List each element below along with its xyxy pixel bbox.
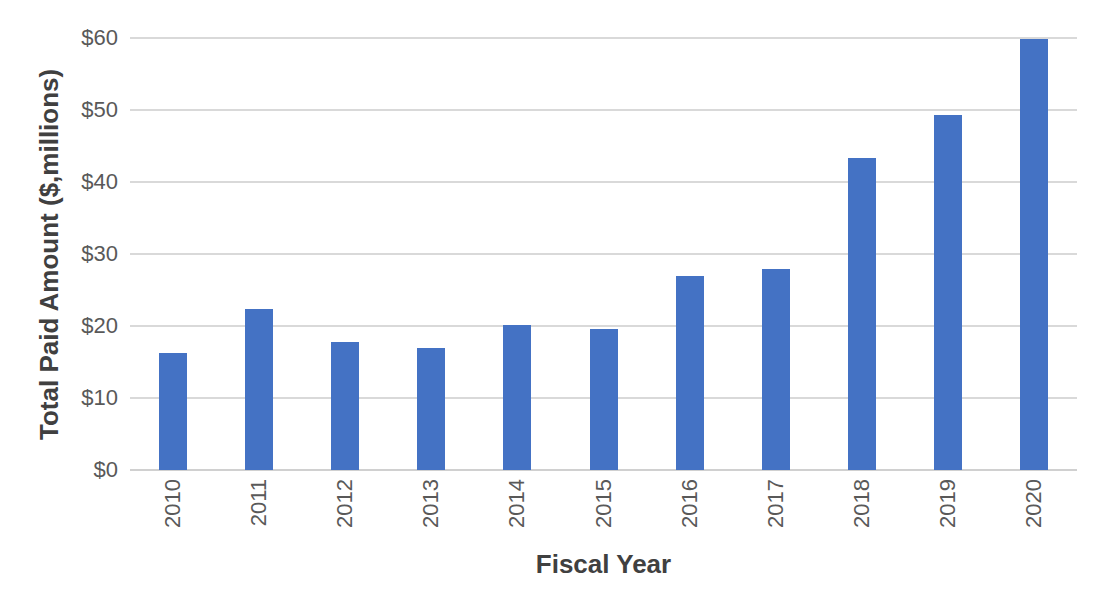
bar-slot bbox=[819, 38, 905, 470]
y-tick-label: $20 bbox=[81, 315, 118, 337]
x-label-slot: 2012 bbox=[302, 479, 388, 528]
x-label-slot: 2015 bbox=[560, 479, 646, 528]
bar-slot bbox=[733, 38, 819, 470]
bar-2014 bbox=[503, 325, 531, 470]
x-tick-label: 2013 bbox=[420, 479, 442, 528]
x-tick-label: 2016 bbox=[679, 479, 701, 528]
bar-2019 bbox=[934, 115, 962, 470]
x-axis-title: Fiscal Year bbox=[130, 549, 1077, 580]
x-tick-label: 2018 bbox=[851, 479, 873, 528]
plot-area bbox=[130, 38, 1077, 470]
y-tick-label: $40 bbox=[81, 171, 118, 193]
bar-2020 bbox=[1020, 39, 1048, 470]
bar-chart: Total Paid Amount ($,millions) $0$10$20$… bbox=[0, 0, 1117, 595]
x-tick-label: 2012 bbox=[334, 479, 356, 528]
bar-2016 bbox=[676, 276, 704, 470]
bar-slot bbox=[647, 38, 733, 470]
x-label-slot: 2013 bbox=[388, 479, 474, 528]
x-label-slot: 2020 bbox=[991, 479, 1077, 528]
bar-slot bbox=[216, 38, 302, 470]
bar-2017 bbox=[762, 269, 790, 470]
bar-2012 bbox=[331, 342, 359, 470]
x-tick-label: 2010 bbox=[162, 479, 184, 528]
x-label-slot: 2014 bbox=[474, 479, 560, 528]
bar-2018 bbox=[848, 158, 876, 470]
bar-slot bbox=[905, 38, 991, 470]
y-axis-tick-labels: $0$10$20$30$40$50$60 bbox=[0, 38, 118, 470]
bar-slot bbox=[130, 38, 216, 470]
x-tick-label: 2017 bbox=[765, 479, 787, 528]
x-label-slot: 2010 bbox=[130, 479, 216, 528]
y-tick-label: $50 bbox=[81, 99, 118, 121]
bar-slot bbox=[474, 38, 560, 470]
x-tick-label: 2020 bbox=[1023, 479, 1045, 528]
x-label-slot: 2011 bbox=[216, 479, 302, 528]
bar-slot bbox=[560, 38, 646, 470]
y-tick-label: $60 bbox=[81, 27, 118, 49]
y-tick-label: $30 bbox=[81, 243, 118, 265]
bar-slot bbox=[388, 38, 474, 470]
bar-2011 bbox=[245, 309, 273, 470]
x-label-slot: 2019 bbox=[905, 479, 991, 528]
x-tick-label: 2015 bbox=[593, 479, 615, 528]
bar-2013 bbox=[417, 348, 445, 470]
bar-slot bbox=[991, 38, 1077, 470]
x-tick-label: 2011 bbox=[248, 479, 270, 526]
bar-slot bbox=[302, 38, 388, 470]
bars bbox=[130, 38, 1077, 470]
y-tick-label: $10 bbox=[81, 387, 118, 409]
x-axis-tick-labels: 2010 2011 2012 2013 2014 2015 2016 2017 2018 2019… bbox=[130, 479, 1077, 528]
bar-2010 bbox=[159, 353, 187, 470]
x-label-slot: 2016 bbox=[647, 479, 733, 528]
x-tick-label: 2019 bbox=[937, 479, 959, 528]
x-label-slot: 2017 bbox=[733, 479, 819, 528]
x-label-slot: 2018 bbox=[819, 479, 905, 528]
bar-2015 bbox=[590, 329, 618, 470]
y-tick-label: $0 bbox=[94, 459, 118, 481]
x-tick-label: 2014 bbox=[506, 479, 528, 528]
